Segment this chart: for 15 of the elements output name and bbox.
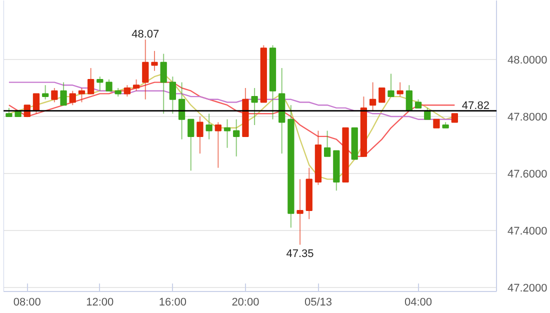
x-tick-label: 08:00 [13, 296, 41, 308]
x-tick-label: 20:00 [232, 296, 260, 308]
candlestick [378, 88, 386, 103]
y-tick-label: 47.2000 [508, 282, 548, 295]
annotation: 48.07 [132, 28, 160, 41]
x-tick-label: 05/13 [304, 296, 332, 308]
y-tick-label: 48.0000 [508, 54, 548, 66]
x-tick-label: 04:00 [404, 296, 432, 308]
y-tick-label: 47.6000 [508, 168, 548, 181]
y-tick-label: 47.4000 [508, 226, 548, 238]
ref-line-label: 47.82 [462, 100, 490, 112]
x-tick-label: 16:00 [158, 296, 186, 308]
x-tick-label: 12:00 [86, 296, 114, 308]
annotation: 47.35 [286, 248, 314, 260]
y-tick-label: 47.8000 [508, 112, 548, 124]
